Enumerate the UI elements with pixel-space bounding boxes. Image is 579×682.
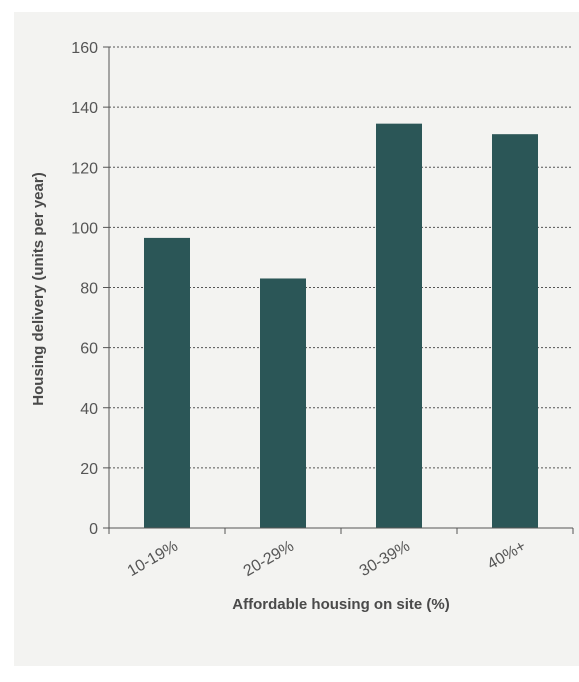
y-tick-label: 20 [80,461,98,478]
bars [144,123,538,529]
y-tick-label: 120 [71,160,98,177]
bar [144,237,190,528]
y-tick-label: 100 [71,220,98,237]
bar [260,278,306,528]
bar [492,134,538,528]
y-tick-label: 160 [71,40,98,57]
x-tick-label: 40%+ [485,538,529,573]
y-tick-label: 60 [80,341,98,358]
y-axis-title: Housing delivery (units per year) [30,172,47,405]
x-axis-ticks: 10-19% 20-29% 30-39% 40%+ [108,528,574,580]
y-axis-ticks: 0 20 40 60 80 100 120 140 160 [71,40,109,538]
x-axis-title: Affordable housing on site (%) [232,596,450,613]
x-tick-label: 30-39% [357,538,413,580]
x-tick-label: 20-29% [241,538,297,580]
y-tick-label: 0 [89,521,98,538]
bar [376,123,422,529]
y-tick-label: 80 [80,281,98,298]
y-tick-label: 140 [71,100,98,117]
y-tick-label: 40 [80,401,98,418]
x-tick-label: 10-19% [125,538,181,580]
